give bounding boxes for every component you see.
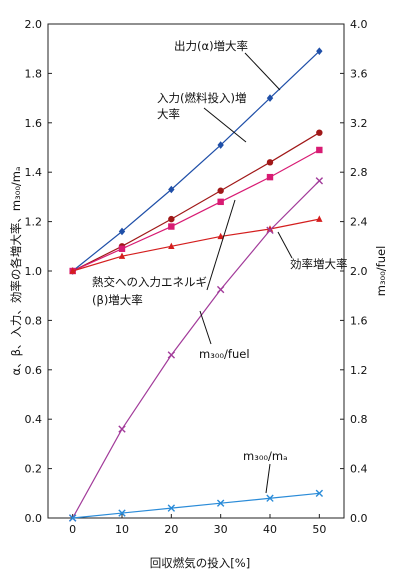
y-right-tick-label: 0.8 [350, 413, 368, 426]
data-point [216, 285, 225, 294]
series-5 [68, 489, 324, 522]
annotation-output-leader [244, 52, 281, 91]
x-axis-title: 回収燃気の投入[%] [150, 556, 250, 570]
data-point [266, 94, 274, 102]
data-point [316, 129, 323, 136]
x-tick-label: 30 [214, 523, 228, 536]
annotation-input-leader [203, 107, 247, 143]
data-point [217, 141, 224, 149]
annotation-input-line2: 大率 [157, 107, 180, 121]
y-right-tick-label: 2.4 [350, 216, 368, 229]
data-point [168, 223, 175, 230]
annotation-m300-fuel-leader [199, 310, 212, 345]
y-right-tick-label: 3.2 [350, 117, 368, 130]
y-left-tick-label: 0.0 [25, 512, 43, 525]
series-line [72, 218, 320, 272]
annotation-efficiency: 効率増大率 [290, 257, 348, 271]
series-2 [69, 146, 323, 275]
data-point [118, 425, 126, 433]
y-left-tick-label: 1.0 [25, 265, 43, 278]
y-left-axis-title: α、β、入力、効率の各増大率、m₃₀₀/mₐ [9, 166, 23, 375]
data-point [266, 225, 274, 232]
data-point [316, 215, 323, 222]
y-left-tick-label: 2.0 [25, 18, 43, 31]
series-1 [69, 129, 323, 275]
x-axis-ticks: 0 10 20 30 40 50 [69, 514, 326, 536]
y-right-tick-label: 0.4 [350, 463, 368, 476]
y-left-tick-label: 0.8 [25, 314, 43, 327]
y-right-tick-label: 2.0 [350, 265, 368, 278]
y-left-tick-label: 1.2 [25, 216, 43, 229]
data-point [266, 159, 274, 166]
y-left-tick-label: 0.6 [25, 364, 43, 377]
y-right-tick-label: 3.6 [350, 67, 368, 80]
annotation-m300-ma: m₃₀₀/mₐ [243, 449, 288, 463]
x-tick-label: 0 [69, 523, 76, 536]
annotations: 出力(α)増大率 入力(燃料投入)増 大率 熱交への入力エネルギ (β)増大率 … [92, 39, 348, 494]
x-tick-label: 40 [263, 523, 277, 536]
data-point [118, 227, 126, 236]
data-point [167, 504, 176, 512]
data-point [315, 177, 324, 185]
data-point [168, 185, 175, 194]
annotation-efficiency-leader [277, 231, 293, 259]
data-point [216, 499, 225, 507]
data-point [315, 489, 324, 497]
annotation-input-line1: 入力(燃料投入)増 [157, 91, 246, 105]
annotation-output: 出力(α)増大率 [174, 39, 248, 53]
x-tick-label: 20 [164, 523, 178, 536]
data-point [68, 514, 77, 522]
series-line [72, 132, 320, 272]
x-tick-label: 50 [312, 523, 326, 536]
series-4 [68, 177, 324, 522]
x-tick-label: 10 [115, 523, 129, 536]
y-right-tick-label: 4.0 [350, 18, 368, 31]
data-point [266, 226, 274, 234]
data-point [217, 232, 224, 240]
data-point [118, 252, 126, 259]
series-line [72, 50, 320, 272]
data-point [118, 245, 126, 252]
y-left-tick-label: 1.4 [25, 166, 43, 179]
data-point [69, 267, 76, 274]
y-left-tick-label: 0.4 [25, 413, 43, 426]
y-right-tick-label: 2.8 [350, 166, 368, 179]
data-point [266, 173, 274, 181]
annotation-beta-line2: (β)増大率 [92, 293, 143, 307]
data-point [316, 146, 323, 154]
data-point [118, 509, 126, 517]
y-right-tick-label: 1.6 [350, 314, 368, 327]
series-0 [69, 47, 323, 275]
data-point [316, 47, 323, 55]
y-left-tick-label: 0.2 [25, 463, 43, 476]
series-line [72, 492, 320, 519]
annotation-beta-leader [206, 199, 236, 291]
series-line [72, 180, 320, 519]
y-right-tick-label: 1.2 [350, 364, 368, 377]
y-right-axis-title: m₃₀₀/fuel [374, 246, 388, 297]
annotation-m300-fuel: m₃₀₀/fuel [199, 347, 250, 361]
series-line [72, 149, 320, 272]
annotation-beta-line1: 熱交への入力エネルギ [92, 275, 207, 289]
data-point [217, 198, 224, 206]
y-right-axis-ticks: 0.0 0.4 0.8 1.2 1.6 2.0 2.4 2.8 3.2 3.6 4.0 [340, 18, 368, 525]
series-3 [69, 215, 323, 274]
data-point [168, 215, 175, 223]
y-left-axis-ticks: 0.0 0.2 0.4 0.6 0.8 1.0 1.2 1.4 1.6 1.8 2.0 [25, 18, 52, 525]
annotation-m300-ma-leader [265, 463, 271, 494]
y-left-tick-label: 1.8 [25, 67, 43, 80]
data-point [167, 351, 176, 359]
y-right-tick-label: 0.0 [350, 512, 368, 525]
data-point [168, 242, 175, 249]
y-left-tick-label: 1.6 [25, 117, 43, 130]
data-point [217, 187, 224, 194]
data-point [266, 494, 274, 502]
series-group [68, 47, 324, 522]
